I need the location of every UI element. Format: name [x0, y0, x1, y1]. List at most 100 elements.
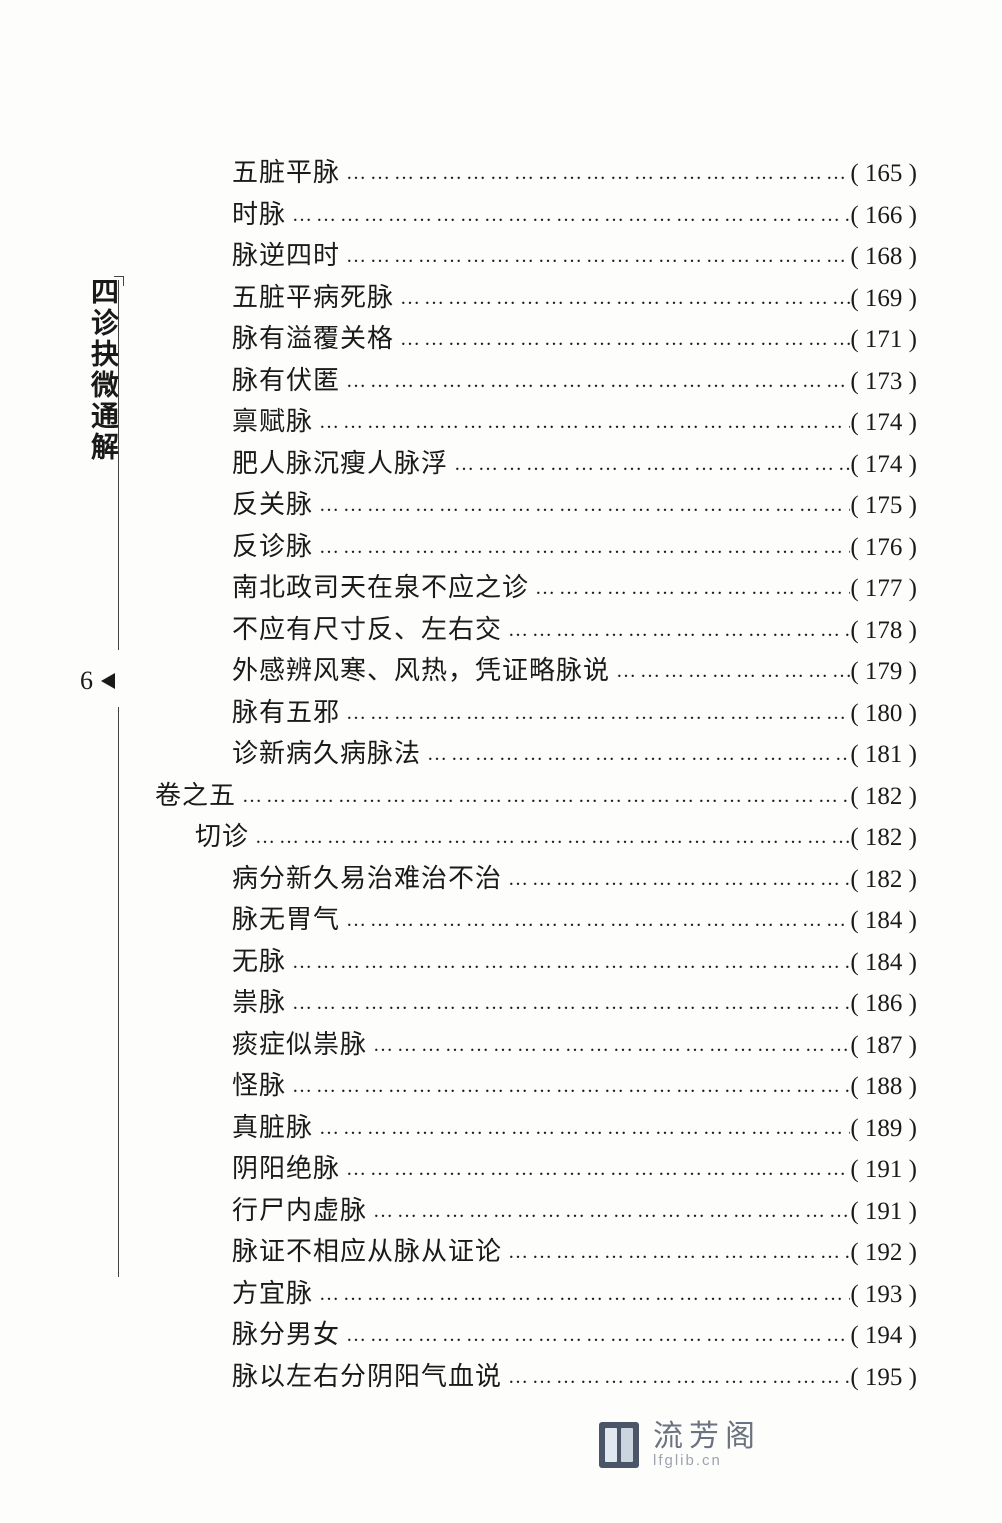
toc-page: ( 194 )	[850, 1322, 917, 1350]
toc-label: 阴阳绝脉	[232, 1148, 340, 1185]
toc-label: 病分新久易治难治不治	[232, 858, 502, 895]
book-title-vertical: 四诊抉微通解	[88, 277, 120, 463]
toc-page: ( 184 )	[850, 907, 917, 935]
toc-dots: ………………………………………………………………………………………………	[249, 826, 850, 849]
toc-label: 脉有伏匿	[232, 360, 340, 397]
toc-line: 脉有五邪…………………………………………………………………………………………………	[155, 692, 917, 734]
toc-line: 祟脉………………………………………………………………………………………………( …	[155, 982, 917, 1024]
toc-line: 不应有尺寸反、左右交…………………………………………………………………………………	[155, 609, 917, 651]
watermark-text: 流芳阁 lfglib.cn	[653, 1420, 761, 1470]
toc-label: 禀赋脉	[232, 401, 313, 438]
toc-dots: ………………………………………………………………………………………………	[502, 619, 850, 642]
watermark: 流芳阁 lfglib.cn	[599, 1420, 761, 1470]
toc-label: 祟脉	[232, 982, 286, 1019]
triangle-left-icon	[101, 673, 115, 689]
toc-dots: ………………………………………………………………………………………………	[394, 287, 850, 310]
toc-page: ( 188 )	[850, 1073, 917, 1101]
toc-label: 行尸内虚脉	[232, 1190, 367, 1227]
toc-line: 方宜脉………………………………………………………………………………………………(…	[155, 1273, 917, 1315]
toc-page: ( 181 )	[850, 741, 917, 769]
toc-page: ( 182 )	[850, 783, 917, 811]
toc-label: 真脏脉	[232, 1107, 313, 1144]
toc-line: 反关脉………………………………………………………………………………………………(…	[155, 484, 917, 526]
book-page: 四诊抉微通解 6 五脏平脉…………………………………………………………………………	[0, 0, 1002, 1523]
toc-label: 五脏平病死脉	[232, 277, 394, 314]
toc-dots: ………………………………………………………………………………………………	[421, 743, 850, 766]
toc-dots: ………………………………………………………………………………………………	[340, 245, 850, 268]
toc-label: 五脏平脉	[232, 152, 340, 189]
toc-dots: ………………………………………………………………………………………………	[448, 453, 850, 476]
toc-dots: ………………………………………………………………………………………………	[313, 494, 850, 517]
toc-page: ( 177 )	[850, 575, 917, 603]
toc-label: 脉有五邪	[232, 692, 340, 729]
toc-line: 南北政司天在泉不应之诊………………………………………………………………………………	[155, 567, 917, 609]
toc-dots: ………………………………………………………………………………………………	[340, 702, 850, 725]
toc-line: 病分新久易治难治不治…………………………………………………………………………………	[155, 858, 917, 900]
toc-label: 无脉	[232, 941, 286, 978]
toc-dots: ………………………………………………………………………………………………	[340, 162, 850, 185]
toc-dots: ………………………………………………………………………………………………	[367, 1200, 850, 1223]
toc-line: 切诊………………………………………………………………………………………………( …	[155, 816, 917, 858]
toc-dots: ………………………………………………………………………………………………	[340, 1324, 850, 1347]
toc-label: 不应有尺寸反、左右交	[232, 609, 502, 646]
toc-line: 外感辨风寒、风热，凭证略脉说………………………………………………………………………	[155, 650, 917, 692]
watermark-en: lfglib.cn	[653, 1453, 761, 1470]
toc-label: 反关脉	[232, 484, 313, 521]
toc-label: 卷之五	[155, 775, 236, 812]
book-icon	[599, 1422, 639, 1468]
toc-line: 无脉………………………………………………………………………………………………( …	[155, 941, 917, 983]
toc-dots: ………………………………………………………………………………………………	[236, 785, 850, 808]
toc-page: ( 176 )	[850, 534, 917, 562]
toc-page: ( 184 )	[850, 949, 917, 977]
toc-dots: ………………………………………………………………………………………………	[340, 909, 850, 932]
toc-line: 脉无胃气…………………………………………………………………………………………………	[155, 899, 917, 941]
toc-line: 真脏脉………………………………………………………………………………………………(…	[155, 1107, 917, 1149]
toc-page: ( 193 )	[850, 1281, 917, 1309]
toc-page: ( 179 )	[850, 658, 917, 686]
toc-line: 脉有伏匿…………………………………………………………………………………………………	[155, 360, 917, 402]
toc-page: ( 173 )	[850, 368, 917, 396]
toc-line: 禀赋脉………………………………………………………………………………………………(…	[155, 401, 917, 443]
toc-page: ( 189 )	[850, 1115, 917, 1143]
toc-page: ( 191 )	[850, 1198, 917, 1226]
toc-page: ( 171 )	[850, 326, 917, 354]
toc-page: ( 186 )	[850, 990, 917, 1018]
toc-label: 时脉	[232, 194, 286, 231]
toc-dots: ………………………………………………………………………………………………	[394, 328, 850, 351]
page-number: 6	[80, 666, 93, 696]
table-of-contents: 五脏平脉…………………………………………………………………………………………………	[155, 152, 917, 1397]
toc-label: 脉逆四时	[232, 235, 340, 272]
toc-dots: ………………………………………………………………………………………………	[286, 1075, 850, 1098]
toc-label: 脉以左右分阴阳气血说	[232, 1356, 502, 1393]
watermark-cn: 流芳阁	[653, 1420, 761, 1453]
toc-dots: ………………………………………………………………………………………………	[502, 1366, 850, 1389]
toc-page: ( 169 )	[850, 285, 917, 313]
toc-line: 阴阳绝脉…………………………………………………………………………………………………	[155, 1148, 917, 1190]
toc-line: 脉有溢覆关格……………………………………………………………………………………………	[155, 318, 917, 360]
toc-dots: ………………………………………………………………………………………………	[313, 536, 850, 559]
toc-label: 南北政司天在泉不应之诊	[232, 567, 529, 604]
toc-line: 行尸内虚脉………………………………………………………………………………………………	[155, 1190, 917, 1232]
toc-line: 脉分男女…………………………………………………………………………………………………	[155, 1314, 917, 1356]
toc-page: ( 192 )	[850, 1239, 917, 1267]
toc-label: 脉证不相应从脉从证论	[232, 1231, 502, 1268]
toc-line: 时脉………………………………………………………………………………………………( …	[155, 194, 917, 236]
toc-page: ( 195 )	[850, 1364, 917, 1392]
toc-page: ( 174 )	[850, 451, 917, 479]
toc-page: ( 174 )	[850, 409, 917, 437]
toc-line: 反诊脉………………………………………………………………………………………………(…	[155, 526, 917, 568]
toc-line: 脉证不相应从脉从证论…………………………………………………………………………………	[155, 1231, 917, 1273]
toc-dots: ………………………………………………………………………………………………	[340, 370, 850, 393]
toc-dots: ………………………………………………………………………………………………	[313, 1117, 850, 1140]
toc-page: ( 178 )	[850, 617, 917, 645]
toc-page: ( 180 )	[850, 700, 917, 728]
toc-label: 切诊	[195, 816, 249, 853]
toc-dots: ………………………………………………………………………………………………	[529, 577, 850, 600]
toc-line: 五脏平病死脉……………………………………………………………………………………………	[155, 277, 917, 319]
vertical-rule-top	[118, 280, 119, 650]
toc-dots: ………………………………………………………………………………………………	[502, 1241, 850, 1264]
toc-label: 方宜脉	[232, 1273, 313, 1310]
toc-line: 诊新病久病脉法…………………………………………………………………………………………	[155, 733, 917, 775]
toc-dots: ………………………………………………………………………………………………	[340, 1158, 850, 1181]
toc-label: 怪脉	[232, 1065, 286, 1102]
